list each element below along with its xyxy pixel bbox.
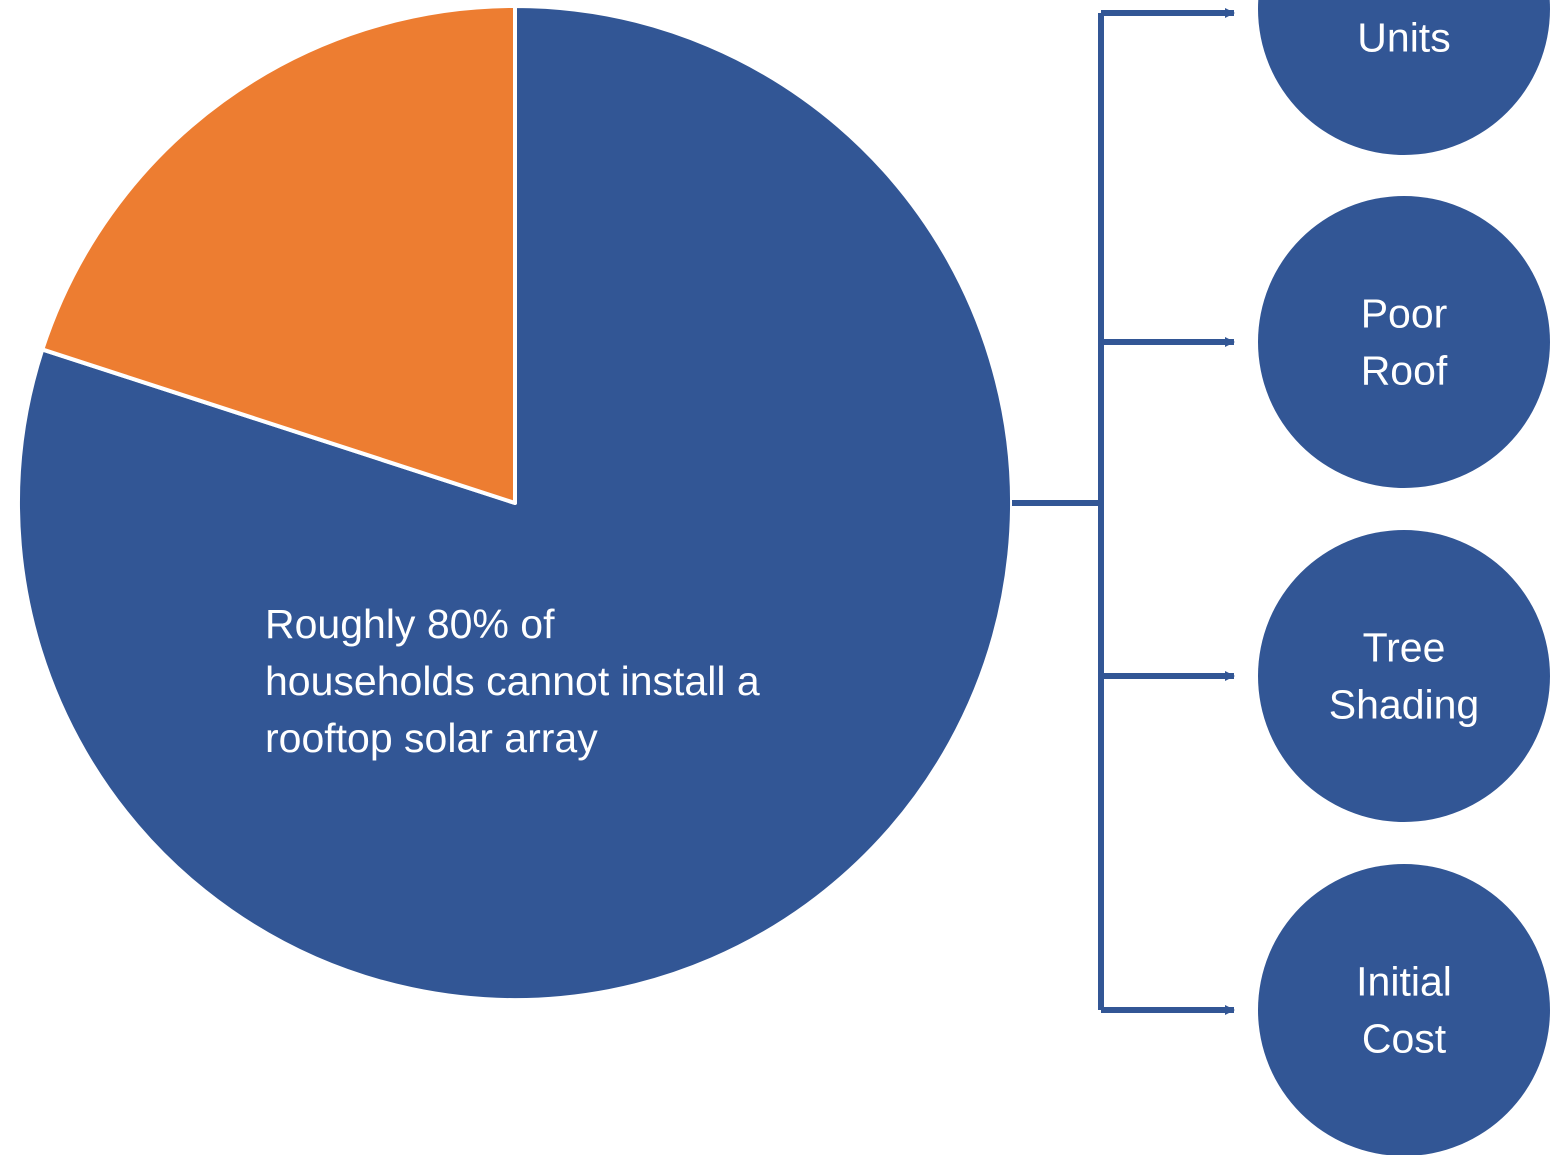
reason-bubble-label-line: Shading bbox=[1329, 682, 1479, 728]
reason-bubble-label-1: Condo Units bbox=[1344, 0, 1465, 61]
reason-connectors bbox=[1012, 8, 1235, 1015]
reason-bubble-label-line: Units bbox=[1357, 15, 1450, 61]
reason-bubble-label-line: Roof bbox=[1361, 348, 1448, 394]
reason-bubble-label-line: Cost bbox=[1362, 1016, 1447, 1062]
reason-bubble-4 bbox=[1258, 864, 1550, 1155]
reason-bubble-label-line: Tree bbox=[1363, 625, 1446, 671]
pie-chart: Roughly 80% of households cannot install … bbox=[16, 4, 1014, 1002]
reason-bubble-1 bbox=[1258, 0, 1550, 155]
pie-slice-label-line: rooftop solar array bbox=[265, 715, 598, 761]
reason-bubble-2 bbox=[1258, 196, 1550, 488]
pie-slice-2 bbox=[40, 4, 517, 505]
reason-bubble-3 bbox=[1258, 530, 1550, 822]
reason-bubble-label-line: Initial bbox=[1356, 959, 1452, 1005]
reason-bubble-label-line: Condo bbox=[1344, 0, 1465, 4]
pie-slice-label: Roughly 80% of households cannot install … bbox=[265, 601, 760, 761]
pie-slice-label-line: Roughly 80% of bbox=[265, 601, 555, 647]
reason-bubbles: Condo Units Poor Roof Tree Shading Initial Cost bbox=[1258, 0, 1550, 1155]
reason-bubble-label-2: Poor Roof bbox=[1361, 291, 1448, 394]
pie-slice-label-line: households cannot install a bbox=[265, 658, 760, 704]
reason-bubble-label-4: Initial Cost bbox=[1356, 959, 1452, 1062]
reason-bubble-label-3: Tree Shading bbox=[1329, 625, 1479, 728]
reason-bubble-label-line: Poor bbox=[1361, 291, 1448, 337]
